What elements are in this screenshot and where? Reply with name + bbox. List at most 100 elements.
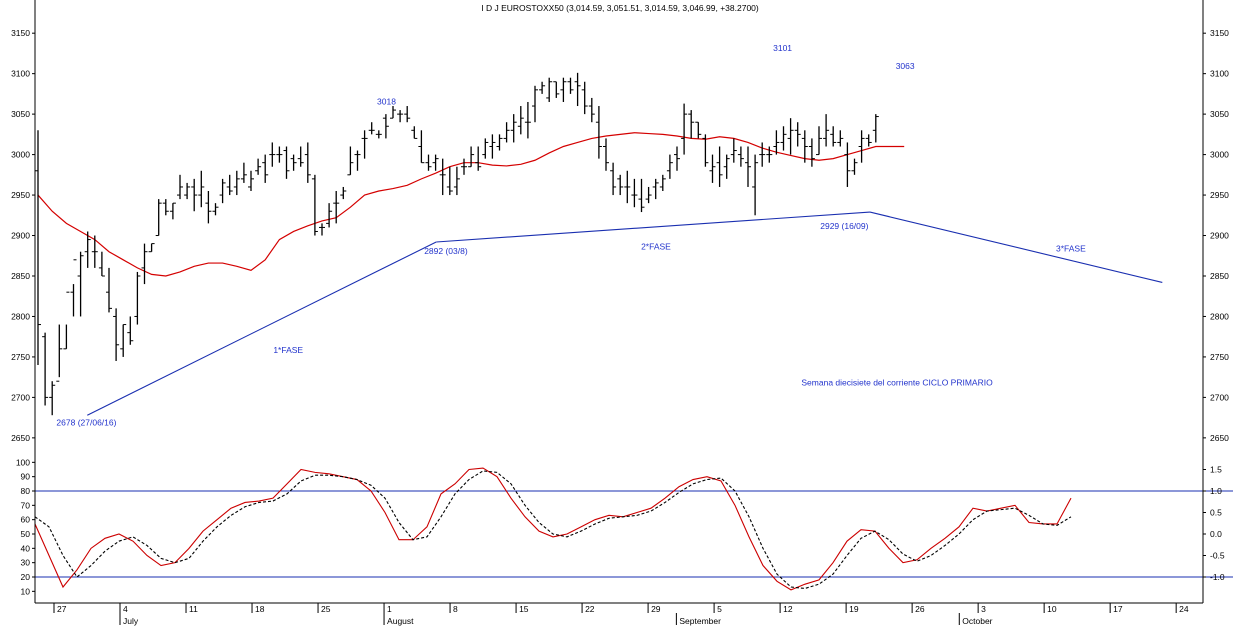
ohlc-bar bbox=[361, 130, 368, 159]
ohlc-bar bbox=[645, 186, 652, 204]
ohlc-bar bbox=[84, 231, 91, 268]
y-tick-label-right: 2700 bbox=[1210, 392, 1229, 402]
chart-annotation: 1*FASE bbox=[273, 345, 303, 355]
ohlc-bar bbox=[240, 162, 247, 183]
y-tick-label-right: 3100 bbox=[1210, 69, 1229, 79]
y-tick-label-right: 3150 bbox=[1210, 28, 1229, 38]
ohlc-bar bbox=[532, 85, 538, 123]
ohlc-bar bbox=[290, 154, 297, 171]
ohlc-bar bbox=[716, 146, 723, 187]
ohlc-bar bbox=[397, 110, 404, 123]
ohlc-bar bbox=[659, 174, 666, 192]
x-tick-label: 19 bbox=[849, 604, 859, 614]
osc-tick-label-right: 0.5 bbox=[1210, 508, 1222, 518]
ohlc-bar bbox=[127, 316, 134, 345]
ohlc-bar bbox=[404, 106, 411, 123]
ohlc-bar bbox=[248, 170, 254, 192]
y-tick-label-right: 2750 bbox=[1210, 352, 1229, 362]
ohlc-bar bbox=[418, 130, 425, 164]
ohlc-bar bbox=[560, 77, 567, 102]
chart-annotation: 2*FASE bbox=[641, 241, 671, 251]
ohlc-bar bbox=[610, 162, 617, 196]
y-tick-label-right: 2950 bbox=[1210, 190, 1229, 200]
ohlc-bar bbox=[368, 122, 375, 135]
y-tick-label-left: 3150 bbox=[11, 28, 30, 38]
osc-tick-label-left: 10 bbox=[21, 586, 31, 596]
oscillator-signal-line bbox=[34, 470, 1072, 590]
osc-tick-label-right: 1.0 bbox=[1210, 486, 1222, 496]
ohlc-bar bbox=[723, 154, 730, 179]
x-tick-label: 18 bbox=[255, 604, 265, 614]
ohlc-bar bbox=[475, 146, 482, 171]
oscillator-panel bbox=[34, 467, 1233, 591]
ohlc-bar bbox=[681, 103, 688, 155]
y-tick-label-left: 2700 bbox=[11, 392, 30, 402]
ohlc-bar bbox=[631, 178, 638, 208]
month-label: October bbox=[962, 616, 992, 626]
ohlc-bar bbox=[780, 126, 787, 151]
ohlc-bar bbox=[269, 142, 276, 167]
ohlc-bar bbox=[823, 114, 830, 147]
ohlc-bar bbox=[390, 106, 396, 119]
ohlc-bar bbox=[546, 77, 553, 102]
trendline bbox=[869, 211, 1163, 284]
ohlc-bar bbox=[198, 170, 205, 208]
ohlc-bar bbox=[155, 199, 162, 237]
ohlc-bar bbox=[595, 106, 602, 159]
ohlc-bar bbox=[773, 130, 780, 155]
ohlc-bar bbox=[326, 203, 333, 228]
ohlc-bar bbox=[517, 106, 524, 135]
ohlc-bar bbox=[794, 122, 801, 147]
ohlc-bar bbox=[106, 267, 112, 313]
osc-tick-label-right: 1.5 bbox=[1210, 465, 1222, 475]
ohlc-bar bbox=[276, 146, 283, 163]
ohlc-bar bbox=[453, 166, 460, 196]
ohlc-bar bbox=[70, 259, 77, 317]
x-tick-label: 11 bbox=[189, 604, 198, 614]
ohlc-bar bbox=[98, 251, 105, 277]
ohlc-bar bbox=[858, 130, 865, 163]
price-panel: 2678 (27/06/16) 2892 (03/8) 2929 (16/09) 30… bbox=[35, 43, 1163, 428]
chart-annotation: 2678 (27/06/16) bbox=[56, 418, 116, 428]
y-tick-label-left: 2950 bbox=[11, 190, 30, 200]
ohlc-bar bbox=[177, 174, 183, 200]
ohlc-bar bbox=[340, 186, 347, 200]
x-tick-label: 25 bbox=[321, 604, 331, 614]
ohlc-bar bbox=[801, 130, 808, 163]
ohlc-bar bbox=[191, 178, 198, 212]
ohlc-bar bbox=[212, 203, 219, 216]
osc-tick-label-left: 70 bbox=[21, 500, 31, 510]
ohlc-bar bbox=[169, 202, 176, 220]
ohlc-bar bbox=[461, 158, 467, 175]
ohlc-bar bbox=[503, 122, 510, 143]
ohlc-bar bbox=[375, 130, 382, 139]
oscillator-main-line bbox=[34, 467, 1072, 591]
ohlc-bar bbox=[624, 170, 631, 204]
ohlc-bar bbox=[113, 308, 120, 361]
ohlc-bar bbox=[425, 154, 432, 171]
ohlc-bar bbox=[851, 158, 858, 175]
ohlc-bar bbox=[255, 158, 262, 175]
ohlc-bar bbox=[844, 142, 851, 187]
x-tick-label: 22 bbox=[585, 604, 595, 614]
ohlc-bar bbox=[787, 118, 794, 155]
x-tick-label: 4 bbox=[123, 604, 128, 614]
ohlc-bar bbox=[297, 146, 304, 167]
ohlc-bar bbox=[468, 146, 475, 168]
chart-title: I D J EUROSTOXX50 (3,014.59, 3,051.51, 3… bbox=[481, 3, 759, 13]
ohlc-bar bbox=[865, 134, 872, 147]
ohlc-bar bbox=[432, 154, 439, 171]
ohlc-bar bbox=[759, 142, 766, 167]
osc-tick-label-right: -1.0 bbox=[1210, 572, 1225, 582]
x-tick-label: 12 bbox=[783, 604, 793, 614]
trendline bbox=[436, 211, 871, 243]
month-label: July bbox=[123, 616, 139, 626]
ohlc-bar bbox=[56, 324, 63, 382]
ohlc-bar bbox=[737, 146, 744, 167]
y-tick-label-left: 3100 bbox=[11, 69, 30, 79]
ohlc-bar bbox=[91, 235, 98, 268]
y-tick-label-right: 3050 bbox=[1210, 109, 1229, 119]
